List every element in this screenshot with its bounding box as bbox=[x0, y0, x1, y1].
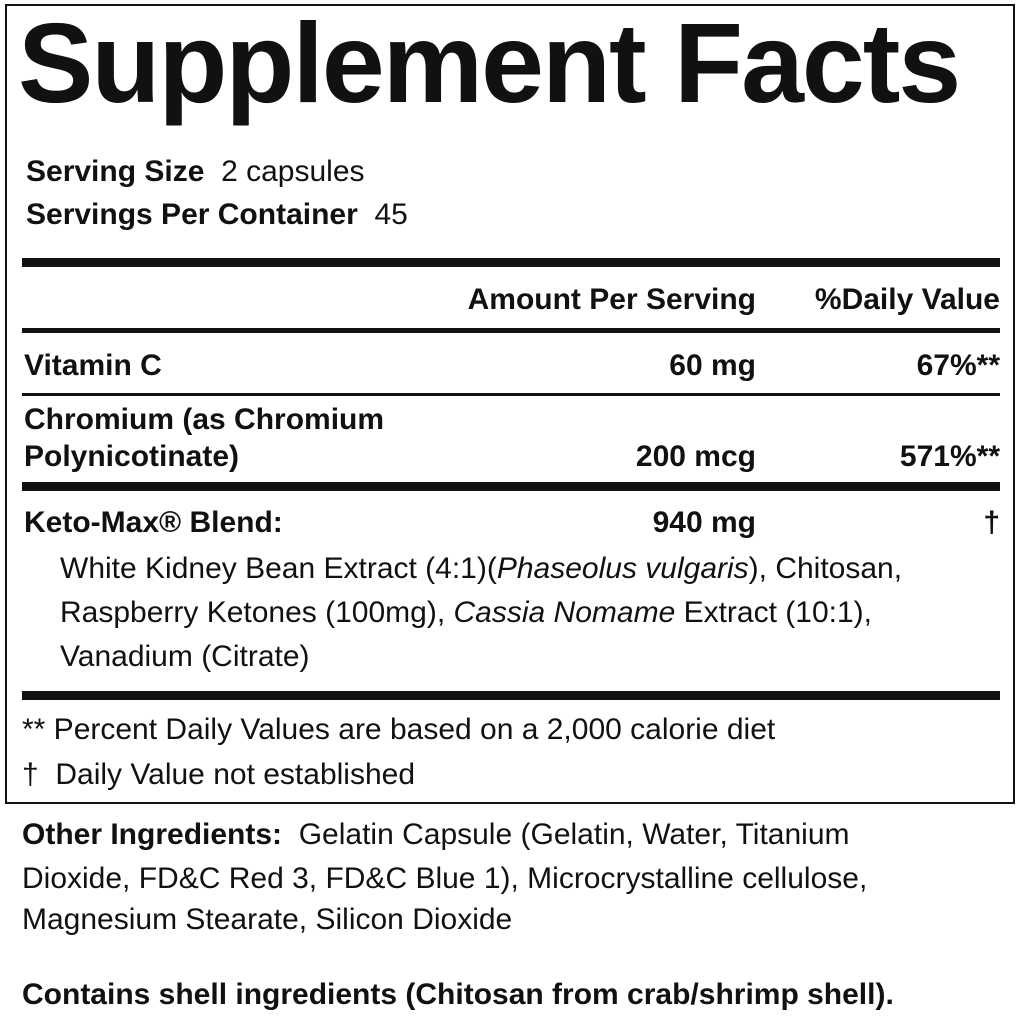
text: Gelatin Capsule (Gelatin, Water, Titaniu… bbox=[298, 818, 850, 851]
nutrient-name-line2: Polynicotinate) bbox=[24, 440, 240, 473]
serving-size-value: 2 capsules bbox=[221, 155, 365, 188]
other-ingredients-label: Other Ingredients: bbox=[22, 818, 283, 851]
text: Raspberry Ketones (100mg), bbox=[60, 596, 454, 629]
text: Extract (10:1), bbox=[675, 596, 872, 629]
blend-amount: 940 mg bbox=[652, 506, 756, 539]
page-title: Supplement Facts bbox=[18, 0, 961, 126]
amount-header: Amount Per Serving bbox=[467, 283, 756, 316]
footnote-dagger: † Daily Value not established bbox=[22, 758, 416, 791]
blend-ingredients-line2: Raspberry Ketones (100mg), Cassia Nomame… bbox=[60, 596, 872, 630]
text: ), Chitosan, bbox=[748, 552, 903, 585]
serving-size: Serving Size 2 capsules bbox=[26, 155, 365, 189]
thick-divider bbox=[22, 482, 1000, 491]
latin-name: Cassia Nomame bbox=[453, 596, 676, 629]
other-ingredients-line3: Magnesium Stearate, Silicon Dioxide bbox=[22, 903, 513, 936]
other-ingredients-line1: Other Ingredients: Gelatin Capsule (Gela… bbox=[22, 818, 850, 852]
footnote-dv: ** Percent Daily Values are based on a 2… bbox=[22, 713, 776, 746]
blend-dv: † bbox=[983, 506, 1000, 539]
nutrient-name: Vitamin C bbox=[24, 349, 162, 382]
blend-ingredients-line3: Vanadium (Citrate) bbox=[60, 640, 310, 673]
nutrient-amount: 200 mcg bbox=[635, 440, 756, 473]
servings-per-container-label: Servings Per Container bbox=[26, 198, 358, 231]
facts-panel-border bbox=[5, 4, 1015, 804]
dv-header: %Daily Value bbox=[814, 283, 1000, 316]
nutrient-dv: 67%** bbox=[916, 349, 1000, 382]
latin-name: Phaseolus vulgaris bbox=[496, 552, 749, 585]
thick-divider bbox=[22, 258, 1000, 267]
allergen-statement: Contains shell ingredients (Chitosan fro… bbox=[22, 978, 894, 1011]
servings-per-container-value: 45 bbox=[374, 198, 408, 231]
blend-name: Keto-Max® Blend: bbox=[24, 506, 283, 539]
serving-size-label: Serving Size bbox=[26, 155, 205, 188]
header-divider bbox=[22, 328, 1000, 333]
servings-per-container: Servings Per Container 45 bbox=[26, 198, 408, 232]
thick-divider bbox=[22, 691, 1000, 700]
row-divider bbox=[22, 393, 1000, 396]
blend-ingredients-line1: White Kidney Bean Extract (4:1)(Phaseolu… bbox=[60, 552, 902, 586]
text: White Kidney Bean Extract (4:1)( bbox=[60, 552, 497, 585]
other-ingredients-line2: Dioxide, FD&C Red 3, FD&C Blue 1), Micro… bbox=[22, 862, 868, 895]
nutrient-name-line1: Chromium (as Chromium bbox=[24, 403, 385, 436]
nutrient-amount: 60 mg bbox=[669, 349, 756, 382]
nutrient-dv: 571%** bbox=[899, 440, 1000, 473]
